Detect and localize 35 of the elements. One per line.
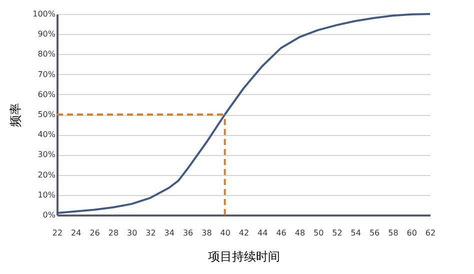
y-tick-label: 30%: [38, 150, 56, 160]
x-tick-label: 28: [108, 228, 119, 238]
y-tick-label: 40%: [38, 130, 56, 140]
x-tick-label: 50: [314, 228, 324, 238]
x-tick-label: 26: [90, 228, 100, 238]
x-tick-label: 30: [127, 228, 138, 238]
x-tick-label: 42: [238, 228, 250, 238]
y-tick-label: 50%: [38, 110, 56, 119]
x-tick-label: 36: [182, 228, 194, 238]
x-tick-label: 44: [258, 228, 268, 238]
y-tick-label: 80%: [38, 50, 56, 59]
x-tick-label: 56: [369, 228, 380, 238]
x-tick-label: 54: [350, 228, 361, 238]
y-tick-label: 100%: [32, 10, 56, 18]
y-axis-title: 频率: [8, 103, 23, 127]
x-tick-label: 40: [220, 228, 230, 238]
y-tick-label: 60%: [38, 90, 56, 99]
x-axis-title: 项目持续时间: [208, 250, 280, 264]
y-tick-label: 20%: [38, 170, 56, 180]
y-tick-label: 0%: [42, 210, 56, 220]
x-tick-label: 60: [406, 228, 417, 238]
x-tick-label: 62: [425, 228, 436, 238]
y-tick-label: 70%: [38, 70, 56, 79]
y-tick-label: 10%: [38, 190, 56, 200]
x-tick-label: 38: [202, 228, 212, 238]
y-tick-label: 90%: [38, 30, 56, 39]
x-tick-label: 22: [52, 228, 63, 238]
x-tick-label: 48: [294, 228, 306, 238]
x-tick-label: 46: [276, 228, 286, 238]
line-series: [56, 13, 431, 214]
x-tick-label: 34: [164, 228, 174, 238]
x-tick-label: 24: [71, 228, 82, 238]
x-tick-label: 32: [146, 228, 156, 238]
x-tick-label: 58: [388, 228, 398, 238]
x-tick-label: 52: [332, 228, 342, 238]
